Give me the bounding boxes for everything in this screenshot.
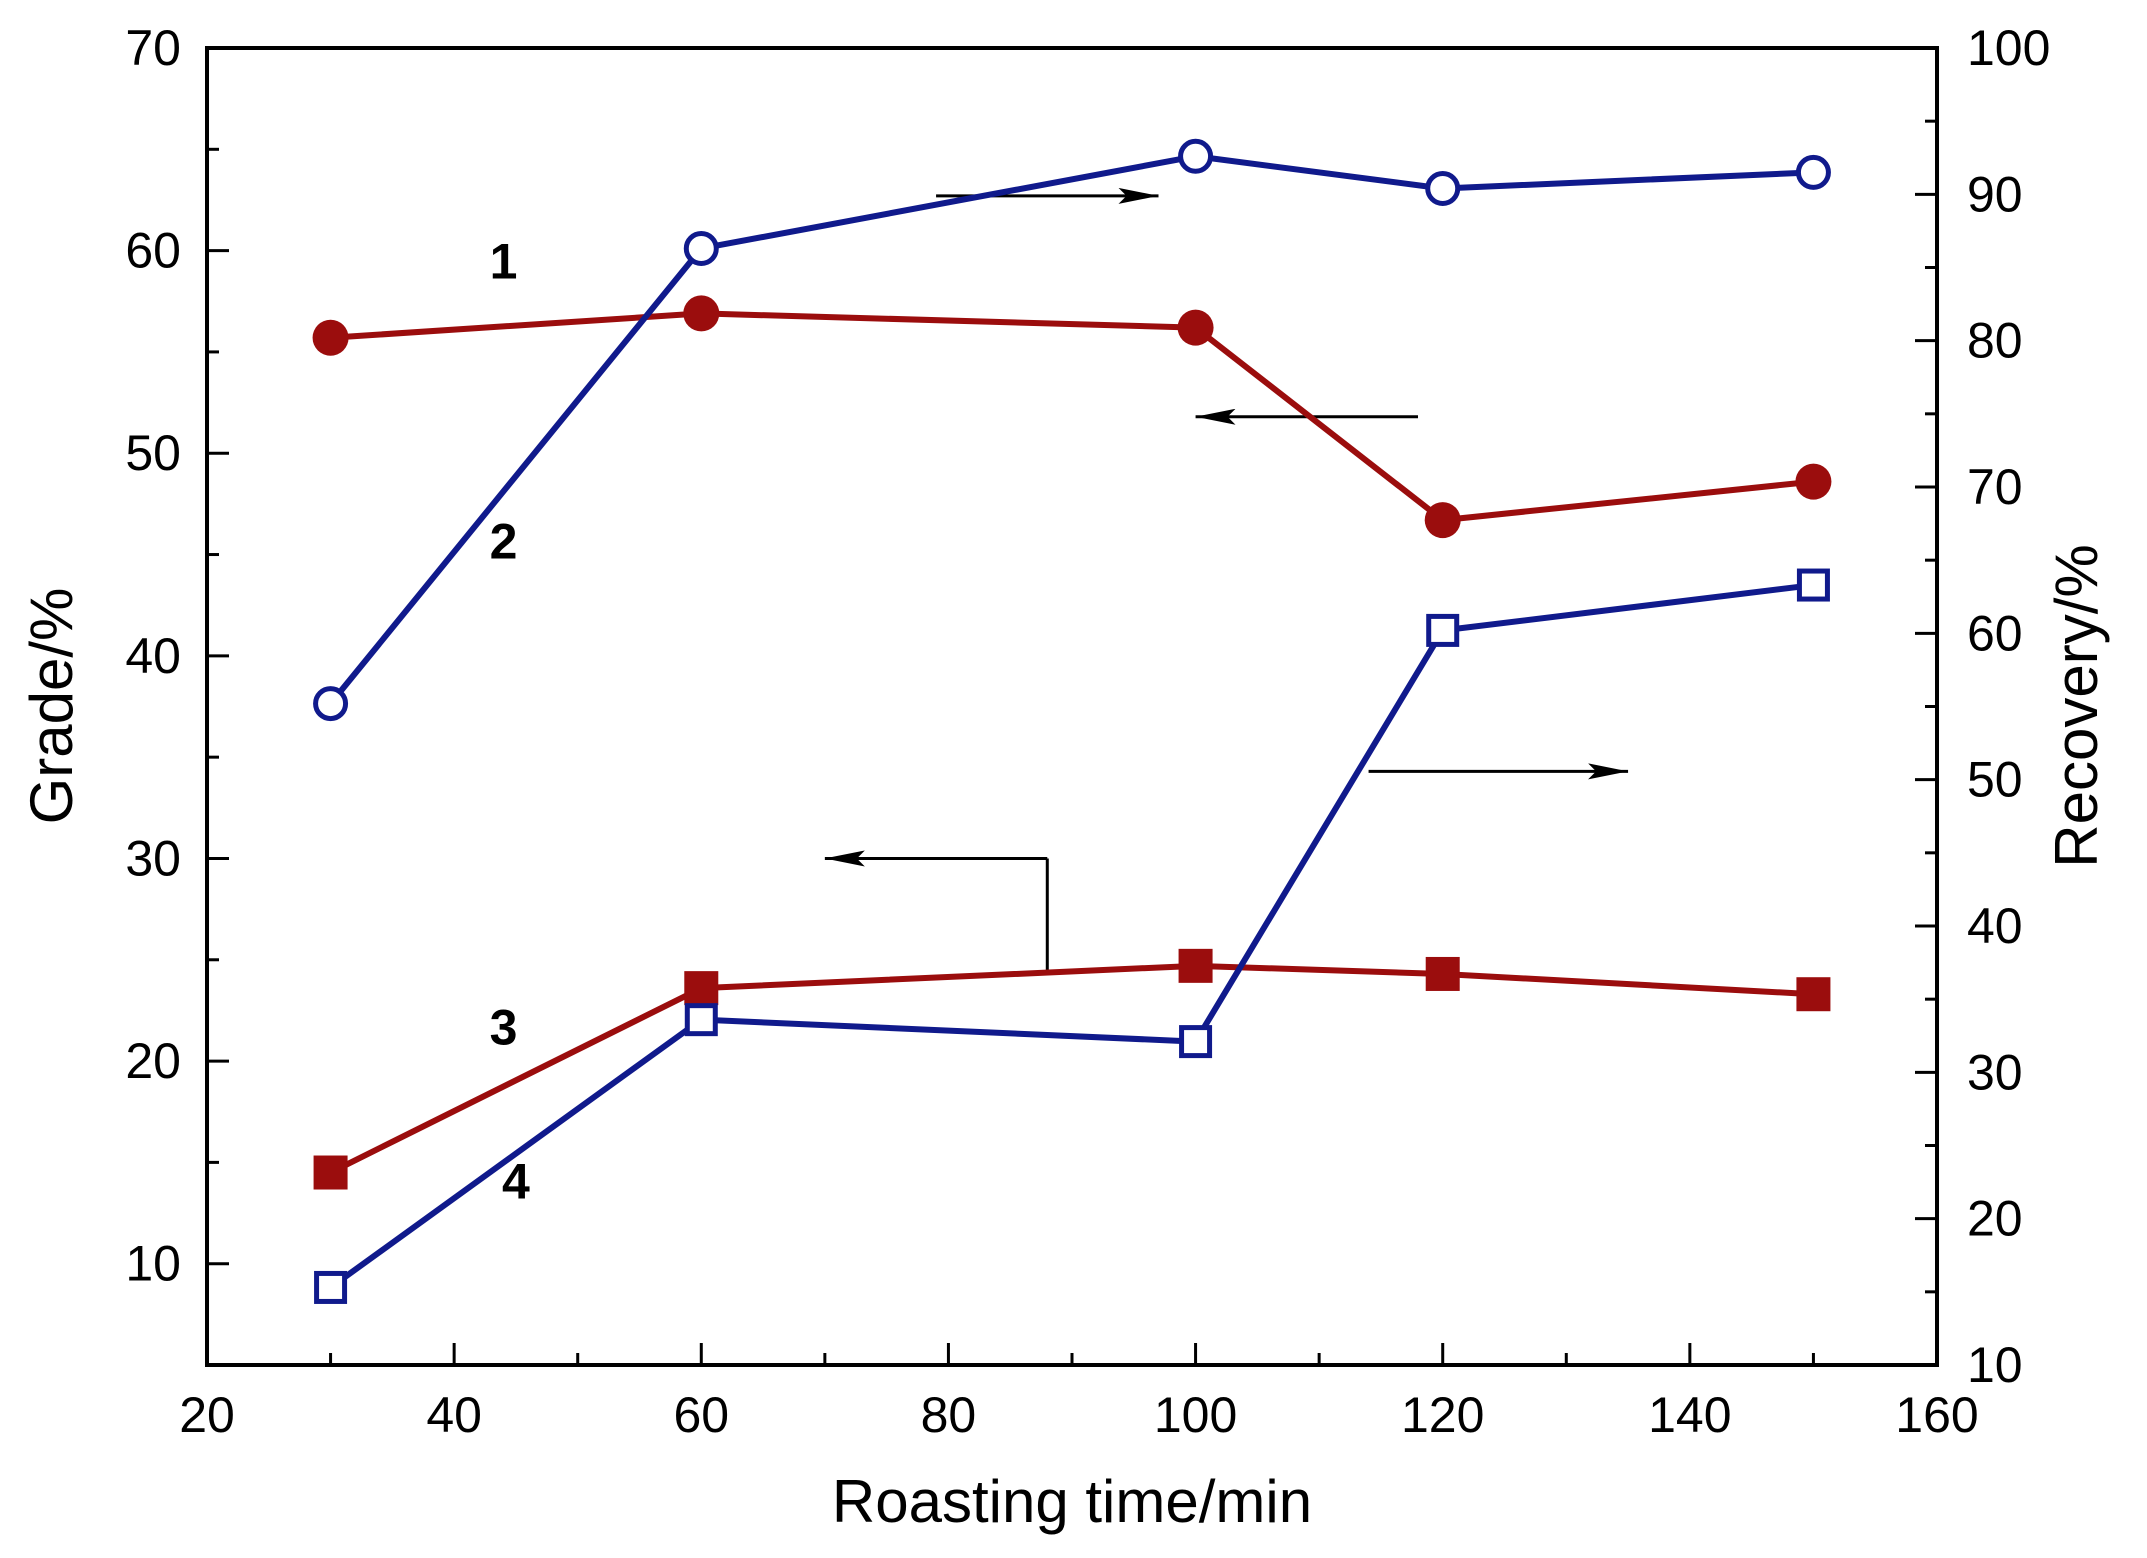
curve-label-2: 2 — [490, 513, 518, 569]
series-3-point — [684, 971, 719, 1006]
series-3-point — [1178, 948, 1213, 983]
series-2-point — [1425, 170, 1461, 206]
y-tick-label: 30 — [125, 830, 181, 886]
series-2-line — [328, 153, 1814, 706]
x-tick-label: 140 — [1648, 1387, 1731, 1443]
series-4-point — [1179, 1025, 1213, 1059]
series-1-line — [330, 310, 1814, 524]
y2-tick-label: 70 — [1967, 459, 2023, 515]
series-1-point — [1424, 502, 1461, 539]
y2-tick-label: 90 — [1967, 166, 2023, 222]
series-3-line — [329, 962, 1814, 1176]
y-tick-label: 50 — [125, 425, 181, 481]
series-2-point — [1795, 154, 1831, 190]
x-tick-label: 100 — [1154, 1387, 1237, 1443]
x-tick-label: 20 — [179, 1387, 235, 1443]
y2-tick-label: 40 — [1967, 898, 2023, 954]
x-tick-label: 80 — [921, 1387, 977, 1443]
y-tick-label: 60 — [125, 223, 181, 279]
x-tick-label: 120 — [1401, 1387, 1484, 1443]
y2-tick-label: 20 — [1967, 1191, 2023, 1247]
y2-tick-label: 60 — [1967, 605, 2023, 661]
curve-label-1: 1 — [490, 234, 518, 290]
series-3-point — [1425, 956, 1460, 991]
plot-frame — [205, 46, 1939, 1367]
x-tick-label: 40 — [426, 1387, 482, 1443]
series-3-point — [313, 1155, 348, 1190]
y2-tick-label: 80 — [1967, 313, 2023, 369]
series-1-point — [312, 319, 349, 356]
y2-axis-title: Recovery/% — [2043, 544, 2110, 867]
y-tick-label: 10 — [125, 1236, 181, 1292]
y2-tick-label: 10 — [1967, 1337, 2023, 1393]
y2-tick-label: 100 — [1967, 20, 2050, 76]
y-tick-label: 40 — [125, 628, 181, 684]
y-tick-label: 70 — [125, 20, 181, 76]
y-tick-label: 20 — [125, 1033, 181, 1089]
series-3-point — [1796, 977, 1831, 1012]
x-tick-label: 60 — [673, 1387, 729, 1443]
series-4-point — [314, 1270, 348, 1304]
series-4-point — [684, 1003, 718, 1037]
series-2-point — [313, 686, 349, 722]
series-4-point — [1426, 613, 1460, 647]
series-4-line — [328, 582, 1814, 1290]
series-1-point — [1177, 309, 1214, 346]
x-axis-title: Roasting time/min — [832, 1468, 1312, 1535]
series-4-point — [1796, 568, 1830, 602]
y-axis-title: Grade/% — [18, 588, 85, 825]
x-tick-label: 160 — [1895, 1387, 1978, 1443]
series-2-point — [683, 230, 719, 266]
series-1-point — [1795, 463, 1832, 500]
y2-tick-label: 30 — [1967, 1044, 2023, 1100]
y2-tick-label: 50 — [1967, 752, 2023, 808]
series-1-point — [683, 295, 720, 332]
series-2-point — [1178, 138, 1214, 174]
curve-label-3: 3 — [490, 1000, 518, 1056]
curve-label-4: 4 — [502, 1154, 530, 1210]
